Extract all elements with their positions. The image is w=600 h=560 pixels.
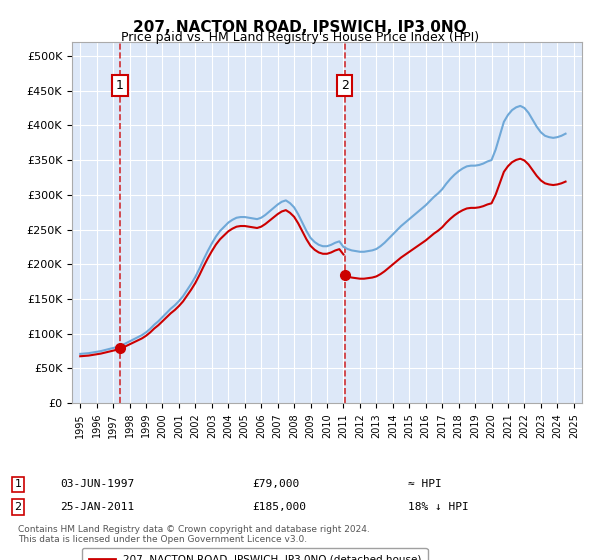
- Text: ≈ HPI: ≈ HPI: [408, 479, 442, 489]
- Legend: 207, NACTON ROAD, IPSWICH, IP3 0NQ (detached house), HPI: Average price, detache: 207, NACTON ROAD, IPSWICH, IP3 0NQ (deta…: [82, 548, 428, 560]
- Text: 25-JAN-2011: 25-JAN-2011: [60, 502, 134, 512]
- Text: £79,000: £79,000: [252, 479, 299, 489]
- Text: 18% ↓ HPI: 18% ↓ HPI: [408, 502, 469, 512]
- Text: 2: 2: [341, 79, 349, 92]
- Text: Price paid vs. HM Land Registry's House Price Index (HPI): Price paid vs. HM Land Registry's House …: [121, 31, 479, 44]
- Text: 1: 1: [14, 479, 22, 489]
- Text: Contains HM Land Registry data © Crown copyright and database right 2024.
This d: Contains HM Land Registry data © Crown c…: [18, 525, 370, 544]
- Text: 207, NACTON ROAD, IPSWICH, IP3 0NQ: 207, NACTON ROAD, IPSWICH, IP3 0NQ: [133, 20, 467, 35]
- Text: £185,000: £185,000: [252, 502, 306, 512]
- Text: 2: 2: [14, 502, 22, 512]
- Text: 1: 1: [116, 79, 124, 92]
- Text: 03-JUN-1997: 03-JUN-1997: [60, 479, 134, 489]
